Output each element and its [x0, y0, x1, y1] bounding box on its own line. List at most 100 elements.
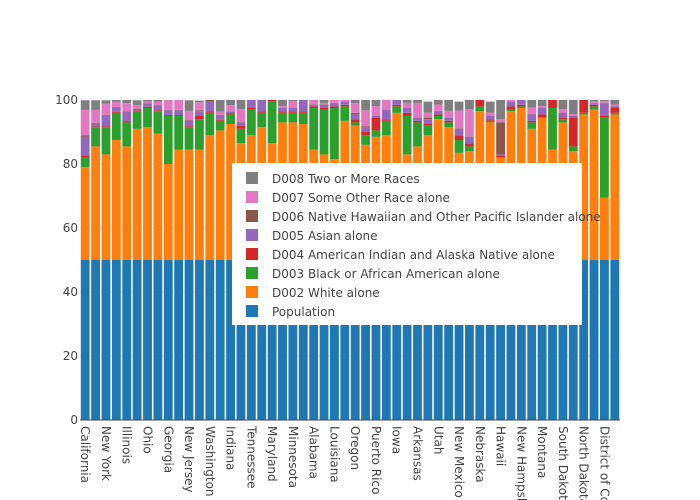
bar-segment-population	[392, 260, 402, 420]
bar-segment-d007-some-other-race-alone	[122, 103, 132, 112]
bar-segment-d004-american-indian-and-alaska-native-alone	[600, 116, 609, 118]
legend-swatch[interactable]	[246, 172, 258, 184]
bar-segment-d002-white-alone	[143, 127, 152, 260]
bar-segment-d008-two-or-more-races	[91, 100, 100, 110]
bar-segment-d008-two-or-more-races	[423, 101, 433, 113]
bar-segment-d007-some-other-race-alone	[278, 106, 287, 108]
legend-item-label[interactable]: D008 Two or More Races	[272, 172, 420, 186]
bar-segment-d005-asian-alone	[163, 110, 173, 116]
bar-segment-d003-black-or-african-american-alone	[205, 112, 215, 136]
bar-segment-d007-some-other-race-alone	[454, 110, 464, 129]
legend-swatch[interactable]	[246, 191, 258, 203]
bar-segment-d003-black-or-african-american-alone	[361, 135, 370, 145]
bar-segment-population	[215, 260, 225, 420]
bar-segment-population	[309, 260, 319, 420]
bar-segment-d004-american-indian-and-alaska-native-alone	[444, 120, 454, 123]
bar-segment-d005-asian-alone	[340, 101, 350, 105]
bar-segment-population	[548, 260, 557, 420]
bar-segment-d003-black-or-african-american-alone	[195, 119, 204, 150]
bar-segment-d003-black-or-african-american-alone	[298, 112, 308, 124]
bar-segment-d004-american-indian-and-alaska-native-alone	[579, 100, 589, 113]
bar-segment-d008-two-or-more-races	[558, 100, 568, 110]
legend-item-label[interactable]: D003 Black or African American alone	[272, 267, 500, 281]
bar-segment-population	[527, 260, 537, 420]
bar-segment-d004-american-indian-and-alaska-native-alone	[226, 113, 235, 115]
bar-segment-d007-some-other-race-alone	[226, 105, 235, 112]
bar-segment-d004-american-indian-and-alaska-native-alone	[568, 117, 578, 147]
bar-segment-d004-american-indian-and-alaska-native-alone	[537, 114, 547, 118]
bar-segment-d004-american-indian-and-alaska-native-alone	[309, 106, 319, 108]
bar-segment-d005-asian-alone	[184, 121, 194, 127]
bar-segment-d004-american-indian-and-alaska-native-alone	[257, 111, 267, 113]
bar-segment-d003-black-or-african-american-alone	[246, 109, 256, 136]
legend-item-label[interactable]: D006 Native Hawaiian and Other Pacific I…	[272, 210, 601, 224]
bar-segment-d003-black-or-african-american-alone	[413, 122, 422, 147]
bar-segment-d004-american-indian-and-alaska-native-alone	[174, 115, 184, 116]
bar-segment-d005-asian-alone	[381, 109, 391, 120]
bar-segment-d002-white-alone	[153, 133, 163, 260]
bar-segment-d003-black-or-african-american-alone	[91, 127, 100, 147]
bar-segment-d004-american-indian-and-alaska-native-alone	[132, 110, 142, 112]
legend-swatch[interactable]	[246, 248, 258, 260]
bar-segment-d004-american-indian-and-alaska-native-alone	[402, 112, 412, 116]
bar-segment-d005-asian-alone	[392, 100, 402, 105]
bar-segment-population	[579, 260, 589, 420]
bar-segment-d008-two-or-more-races	[101, 100, 111, 104]
bar-segment-population	[101, 260, 111, 420]
bar-segment-d005-asian-alone	[330, 103, 339, 107]
bar-segment-population	[413, 260, 422, 420]
bar-segment-d003-black-or-african-american-alone	[454, 140, 464, 153]
bar-segment-d004-american-indian-and-alaska-native-alone	[413, 120, 422, 123]
bar-segment-d003-black-or-african-american-alone	[444, 122, 454, 128]
bar-segment-d005-asian-alone	[153, 105, 163, 111]
bar-segment-d005-asian-alone	[485, 116, 495, 120]
bar-segment-d003-black-or-african-american-alone	[423, 125, 433, 136]
bar-segment-population	[319, 260, 329, 420]
bar-segment-d002-white-alone	[122, 146, 132, 260]
bar-segment-population	[485, 260, 495, 420]
legend-item-label[interactable]: D002 White alone	[272, 286, 380, 300]
bar-segment-d008-two-or-more-races	[361, 100, 370, 111]
legend-item-label[interactable]: D004 American Indian and Alaska Native a…	[272, 248, 555, 262]
bar-segment-d005-asian-alone	[80, 136, 90, 156]
legend-item-label[interactable]: Population	[272, 305, 335, 319]
bar-segment-d007-some-other-race-alone	[319, 102, 329, 105]
bar-segment-d004-american-indian-and-alaska-native-alone	[163, 115, 173, 116]
bar-segment-d003-black-or-african-american-alone	[184, 127, 194, 150]
bar-segment-d007-some-other-race-alone	[413, 102, 422, 118]
bar-segment-d005-asian-alone	[506, 101, 516, 107]
legend-swatch[interactable]	[246, 267, 258, 279]
bar-segment-d004-american-indian-and-alaska-native-alone	[236, 125, 246, 129]
bar-segment-d003-black-or-african-american-alone	[433, 116, 443, 120]
bar-segment-population	[465, 260, 474, 420]
bar-segment-d005-asian-alone	[288, 108, 298, 112]
bar-segment-d003-black-or-african-american-alone	[226, 114, 235, 124]
bar-segment-d003-black-or-african-american-alone	[215, 120, 225, 131]
legend-item-label[interactable]: D007 Some Other Race alone	[272, 191, 450, 205]
bar-segment-d003-black-or-african-american-alone	[548, 108, 557, 150]
bar-segment-d002-white-alone	[215, 130, 225, 260]
legend-item-label[interactable]: D005 Asian alone	[272, 229, 378, 243]
legend-swatch[interactable]	[246, 210, 258, 222]
bar-segment-d005-asian-alone	[236, 122, 246, 126]
bar-segment-d004-american-indian-and-alaska-native-alone	[423, 124, 433, 126]
legend-swatch[interactable]	[246, 286, 258, 298]
bar-segment-d005-asian-alone	[558, 112, 568, 118]
bar-segment-d003-black-or-african-american-alone	[101, 127, 111, 155]
bar-segment-d004-american-indian-and-alaska-native-alone	[143, 106, 152, 108]
bar-segment-d007-some-other-race-alone	[444, 110, 454, 118]
legend-swatch[interactable]	[246, 305, 258, 317]
x-tick-label: Alabama	[307, 426, 321, 479]
legend: D008 Two or More Races D007 Some Other Ra…	[232, 163, 601, 325]
bar-segment-d004-american-indian-and-alaska-native-alone	[361, 132, 370, 136]
bar-segment-d005-asian-alone	[423, 119, 433, 124]
bar-segment-d002-white-alone	[101, 154, 111, 260]
x-tick-label: Iowa	[390, 426, 404, 454]
bar-segment-d007-some-other-race-alone	[496, 119, 505, 123]
legend-swatch[interactable]	[246, 229, 258, 241]
bar-segment-d007-some-other-race-alone	[184, 110, 194, 121]
bar-segment-population	[267, 260, 277, 420]
bar-segment-d002-white-alone	[589, 109, 599, 260]
bar-segment-d004-american-indian-and-alaska-native-alone	[267, 100, 277, 102]
x-tick-label: Indiana	[224, 426, 238, 470]
